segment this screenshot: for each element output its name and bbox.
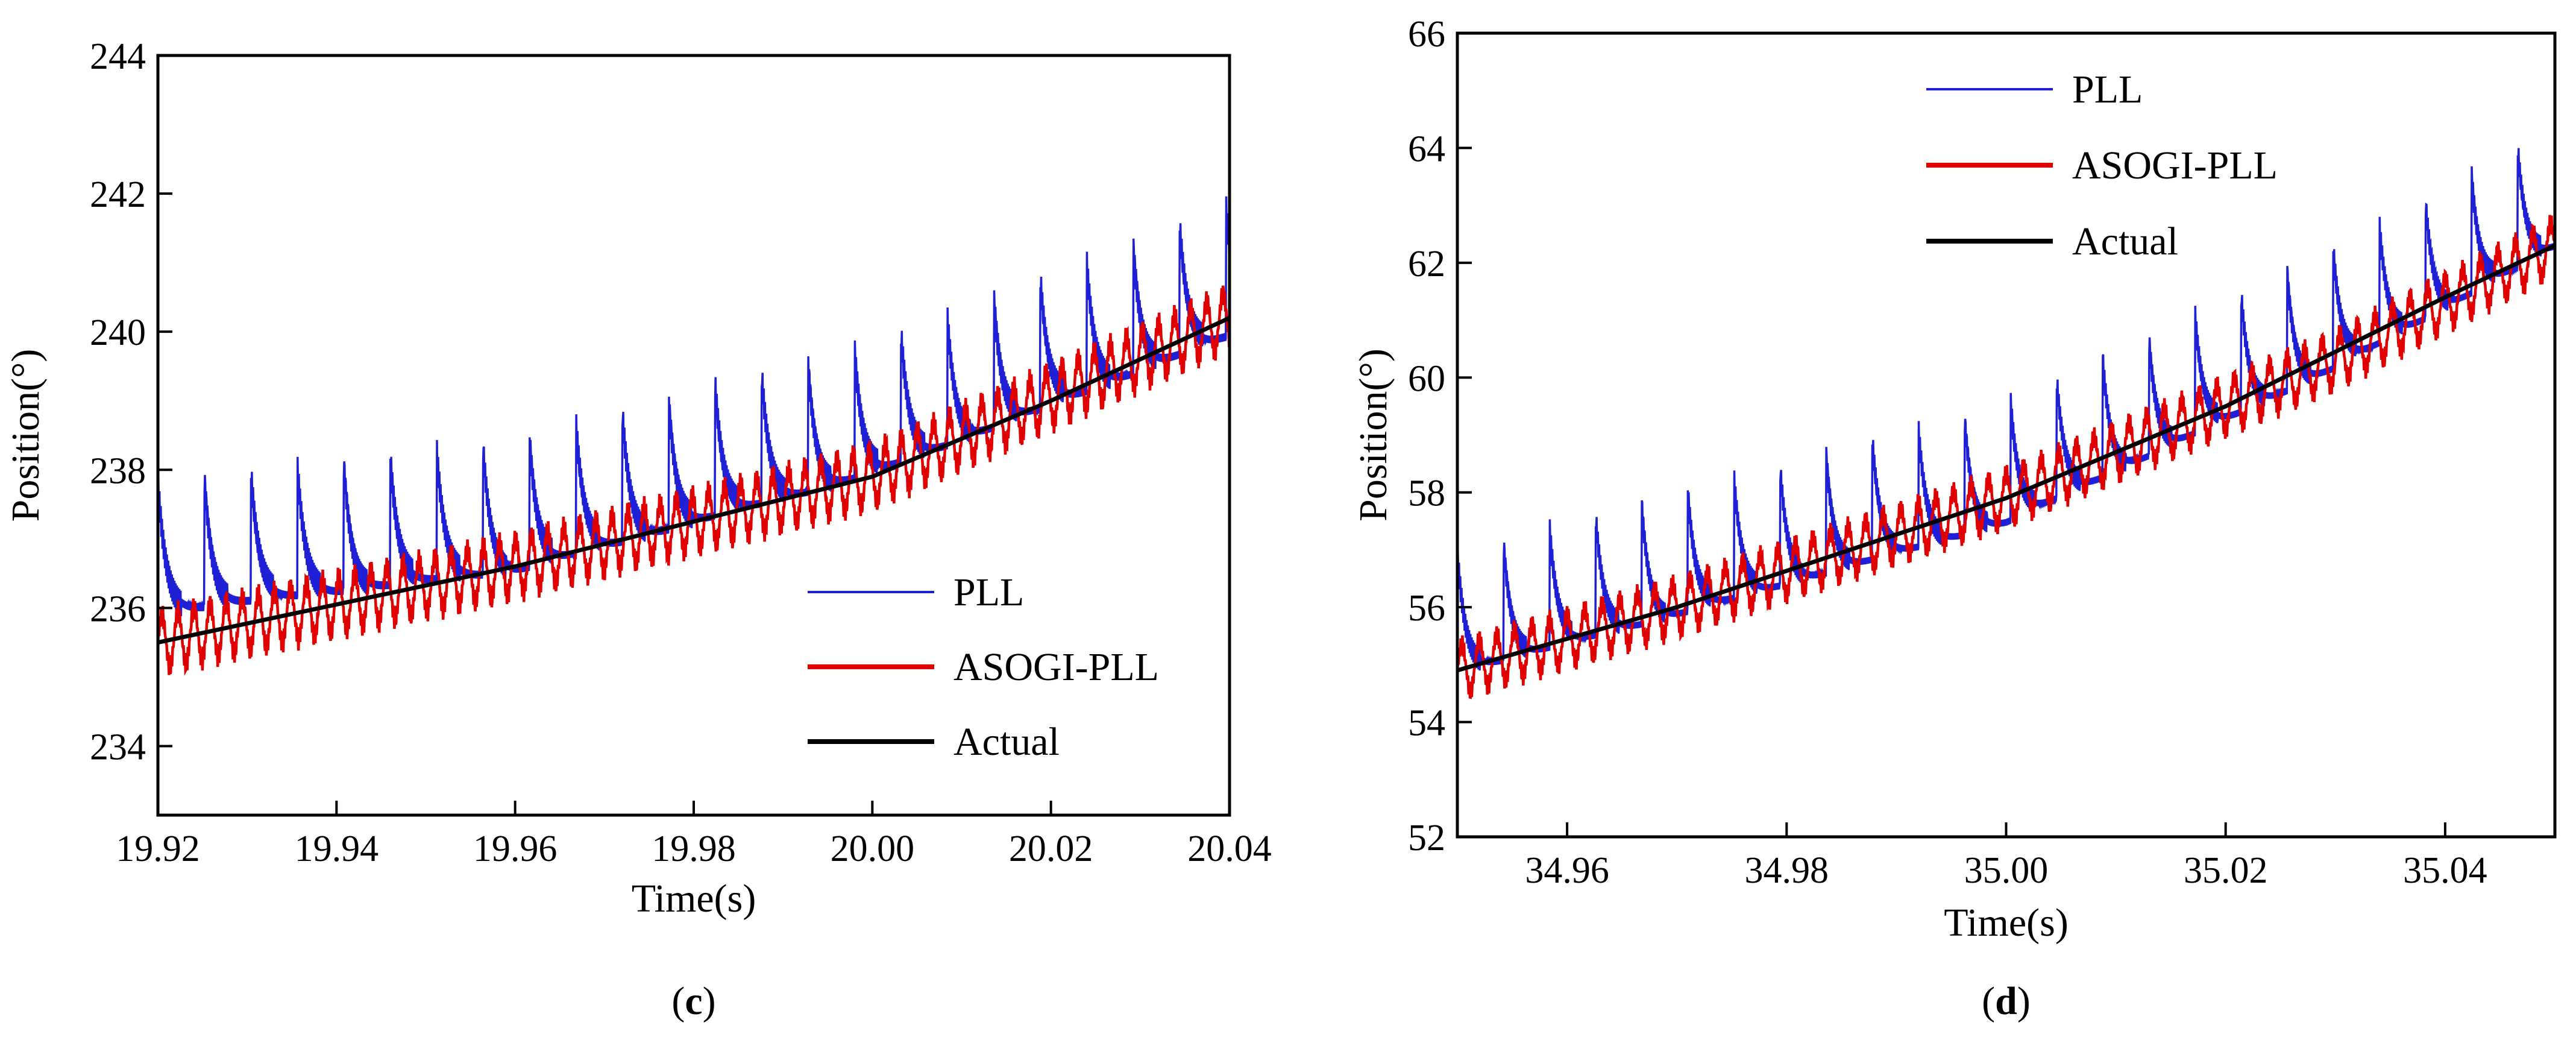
- x-tick-label: 34.98: [1745, 850, 1829, 891]
- x-tick-label: 20.04: [1187, 828, 1272, 869]
- legend: PLL ASOGI-PLL Actual: [808, 570, 1159, 764]
- series-line-asogi-pll: [158, 285, 1230, 676]
- y-tick-label: 242: [90, 174, 146, 215]
- y-tick-label: 58: [1408, 473, 1445, 514]
- y-tick-label: 66: [1408, 14, 1445, 55]
- x-tick-label: 19.98: [652, 828, 736, 869]
- legend: PLL ASOGI-PLL Actual: [1926, 68, 2278, 263]
- x-tick-label: 19.94: [295, 828, 379, 869]
- x-tick-label: 20.02: [1009, 828, 1093, 869]
- y-tick-label: 60: [1408, 358, 1445, 399]
- y-tick-label: 52: [1408, 818, 1445, 859]
- x-tick-label: 35.00: [1964, 850, 2049, 891]
- panel-label-close: ): [2017, 979, 2031, 1023]
- legend-label: ASOGI-PLL: [953, 645, 1159, 689]
- panel-label: (d): [1982, 979, 2031, 1023]
- y-axis-title: Position(°): [4, 349, 48, 522]
- y-tick-label: 236: [90, 588, 146, 629]
- panel-label: (c): [671, 979, 715, 1023]
- x-tick-label: 35.02: [2184, 850, 2268, 891]
- panel-label-letter: d: [1995, 979, 2017, 1023]
- series-line-actual: [1457, 244, 2555, 673]
- y-tick-label: 54: [1408, 703, 1445, 744]
- x-tick-label: 19.96: [473, 828, 558, 869]
- legend-label: Actual: [2072, 219, 2178, 263]
- x-tick-label: 35.04: [2403, 850, 2487, 891]
- y-tick-label: 238: [90, 450, 146, 491]
- plot-area: [1457, 148, 2555, 699]
- y-tick-label: 64: [1408, 128, 1445, 169]
- panel-c: 19.92 19.94 19.96 19.98 20.00 20.02 20.04 234 23…: [4, 36, 1272, 1023]
- x-tick-label: 34.96: [1525, 850, 1609, 891]
- x-axis-title: Time(s): [1944, 901, 2069, 945]
- series-line-pll: [1457, 148, 2555, 671]
- y-tick-label: 244: [90, 36, 146, 77]
- legend-label: PLL: [953, 570, 1024, 614]
- panel-label-open: (: [1982, 979, 1995, 1023]
- y-tick-label: 234: [90, 727, 146, 768]
- plot-area: [158, 196, 1230, 676]
- series-line-actual: [158, 316, 1230, 645]
- plot-frame: [156, 54, 1231, 817]
- panel-d: 34.96 34.98 35.00 35.02 35.04 52 54 56 58 60 62 64 6…: [1351, 14, 2557, 1023]
- y-tick-label: 62: [1408, 244, 1445, 285]
- x-tick-label: 19.92: [116, 828, 200, 869]
- panel-label-letter: c: [685, 979, 702, 1023]
- y-tick-label: 56: [1408, 588, 1445, 629]
- legend-label: PLL: [2072, 68, 2143, 112]
- legend-label: ASOGI-PLL: [2072, 143, 2278, 188]
- plot-frame: [1456, 31, 2557, 839]
- x-tick-label: 20.00: [831, 828, 915, 869]
- y-axis-title: Position(°): [1351, 348, 1395, 522]
- panel-label-close: ): [703, 979, 716, 1023]
- legend-label: Actual: [953, 720, 1060, 764]
- panel-label-open: (: [671, 979, 685, 1023]
- series-line-asogi-pll: [1457, 215, 2555, 699]
- x-axis-title: Time(s): [632, 877, 756, 921]
- y-tick-label: 240: [90, 312, 146, 353]
